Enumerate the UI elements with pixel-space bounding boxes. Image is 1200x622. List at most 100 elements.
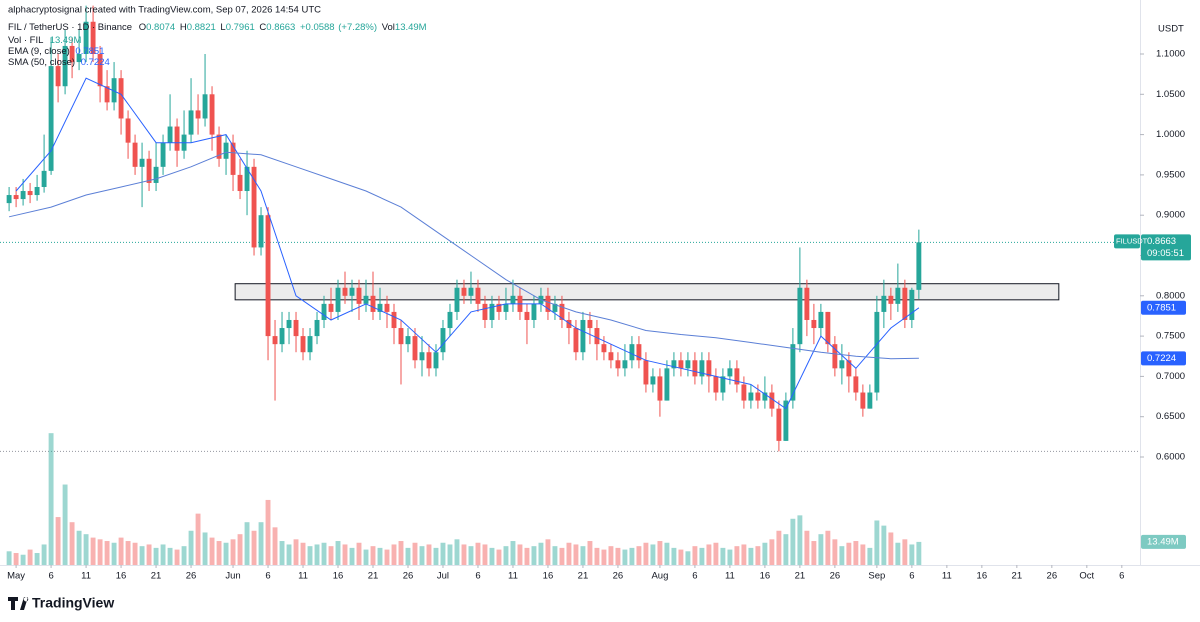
volume-bar — [482, 544, 488, 565]
x-tick-label: 6 — [1119, 571, 1124, 582]
volume-bar — [860, 544, 866, 565]
ohlc-label: L — [220, 22, 225, 33]
x-tick-label: 16 — [333, 571, 344, 582]
x-tick-label: 21 — [151, 571, 162, 582]
volume-bar — [475, 542, 481, 565]
indicator-tag — [1141, 300, 1186, 315]
candle-body — [776, 408, 782, 441]
change-pct: (+7.28%) — [338, 22, 377, 33]
volume-bar — [265, 499, 271, 565]
volume-bar — [90, 537, 96, 565]
x-tick-label: 16 — [977, 571, 988, 582]
candle-body — [874, 311, 880, 393]
ticker-tag-label: FILUSDT — [1116, 236, 1148, 245]
candle-body — [167, 126, 173, 143]
volume-bar — [419, 546, 425, 565]
volume-bar — [846, 542, 852, 565]
volume-bar — [349, 547, 355, 565]
candle-body — [76, 54, 82, 63]
volume-bar — [706, 544, 712, 565]
volume-bar — [664, 542, 670, 565]
candle-body — [20, 191, 26, 200]
volume-bar — [321, 542, 327, 565]
volume-bar — [104, 541, 110, 565]
legend-ema: EMA (9, close) 0.7851 — [8, 46, 104, 57]
candle-body — [657, 376, 663, 401]
volume-bar — [300, 542, 306, 565]
x-tick-label: 16 — [760, 571, 771, 582]
volume-bar — [125, 541, 131, 565]
volume-bar — [832, 539, 838, 565]
volume-bar — [699, 547, 705, 565]
x-tick-label: 26 — [186, 571, 197, 582]
indicator-tag-label: 0.7224 — [1147, 353, 1176, 364]
candle-body — [510, 295, 516, 304]
logo-mark — [8, 597, 29, 610]
vol-legend: Vol · FIL — [8, 35, 43, 46]
volume-bar — [174, 549, 180, 565]
volume-bar — [356, 542, 362, 565]
x-tick-label: 6 — [48, 571, 53, 582]
volume-bar — [496, 549, 502, 565]
candle-body — [342, 287, 348, 296]
candle-body — [447, 311, 453, 329]
candle-body — [111, 78, 117, 103]
plot-area — [0, 5, 1140, 565]
candle-body — [608, 352, 614, 361]
volume-bar — [685, 551, 691, 565]
candle-body — [454, 287, 460, 312]
candle-body — [629, 344, 635, 361]
volume-bar — [608, 546, 614, 565]
candle-body — [664, 368, 670, 401]
x-tick-label: 21 — [368, 571, 379, 582]
volume-bar — [41, 544, 47, 565]
volume-bar — [188, 530, 194, 565]
volume-bar — [97, 539, 103, 565]
price-tag-label: 0.8663 — [1147, 236, 1176, 247]
volume-bar — [888, 532, 894, 565]
volume-bar — [909, 544, 915, 565]
x-tick-label: Jun — [225, 571, 240, 582]
volume-bar — [881, 525, 887, 565]
volume-bar — [111, 542, 117, 565]
candle-body — [853, 376, 859, 393]
volume-bar — [489, 547, 495, 565]
volume-bar — [867, 547, 873, 565]
volume-bar — [391, 544, 397, 565]
logo: TradingView — [8, 595, 114, 611]
volume-bar — [447, 544, 453, 565]
candle-body — [328, 303, 334, 312]
candle-body — [433, 352, 439, 369]
volume-bar — [853, 541, 859, 565]
candle-body — [818, 311, 824, 329]
volume-bar — [671, 547, 677, 565]
candle-body — [412, 336, 418, 361]
candle-body — [839, 360, 845, 369]
volume-bar — [251, 530, 257, 565]
candle-body — [671, 360, 677, 369]
candle-body — [867, 392, 873, 409]
volume-bar — [895, 542, 901, 565]
volume-bar — [531, 546, 537, 565]
y-tick-label: 0.8000 — [1156, 290, 1185, 301]
volume-bar — [748, 547, 754, 565]
y-tick-label: 0.9500 — [1156, 169, 1185, 180]
candle-body — [685, 360, 691, 369]
volume-bar — [335, 541, 341, 565]
x-tick-label: 6 — [265, 571, 270, 582]
volume-bar — [783, 534, 789, 565]
watermark: alphacryptosignal created with TradingVi… — [8, 5, 321, 16]
ohlc-value: 0.7961 — [226, 22, 255, 33]
volume-bar — [307, 546, 313, 565]
candle-body — [489, 303, 495, 320]
candle-body — [132, 142, 138, 167]
candle-body — [62, 45, 68, 87]
volume-bar — [510, 541, 516, 565]
candle-body — [153, 166, 159, 183]
y-tick-label: 1.1000 — [1156, 49, 1185, 60]
candle-body — [832, 344, 838, 369]
volume-bar — [769, 539, 775, 565]
candle-body — [440, 328, 446, 353]
volume-bar — [370, 546, 376, 565]
volume-bar — [62, 484, 68, 565]
